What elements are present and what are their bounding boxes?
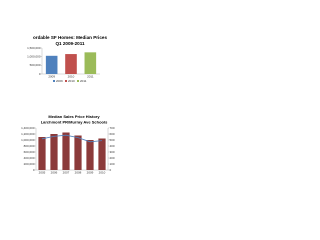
y-tick-label: 400,000: [24, 156, 35, 160]
bar: [50, 134, 58, 170]
y2-tick-label: 600: [110, 132, 115, 136]
y2-tick-label: 200: [110, 156, 115, 160]
y-tick-label: 200,000: [24, 162, 35, 166]
y-tick-label: 0: [39, 72, 41, 76]
legend-label: 2009: [56, 79, 63, 83]
y-tick-label: 800,000: [24, 144, 35, 148]
y2-tick-label: 400: [110, 144, 115, 148]
y2-tick-label: 700: [110, 126, 115, 130]
x-tick-label: 2006: [51, 170, 58, 174]
x-tick-label: 2010: [99, 170, 106, 174]
y2-tick-label: 300: [110, 150, 115, 154]
y-tick-label: 1,200,000: [21, 132, 35, 136]
y-tick-label: 600,000: [24, 150, 35, 154]
x-tick-label: 2008: [75, 170, 82, 174]
x-tick-label: 2011: [87, 74, 94, 78]
x-tick-label: 2010: [68, 74, 75, 78]
chart-title: ordable SF Homes: Median Prices: [33, 35, 107, 40]
line: [41, 134, 103, 143]
page: ordable SF Homes: Median Prices Q1 2009-…: [21, 35, 115, 175]
y2-tick-label: 0: [110, 168, 112, 172]
x-tick-label: 2009: [87, 170, 94, 174]
y-tick-label: 0: [33, 168, 35, 172]
y2-tick-label: 500: [110, 138, 115, 142]
bar: [65, 54, 77, 74]
x-tick-label: 2007: [63, 170, 70, 174]
chart-title: Median Sales Price History: [48, 114, 100, 119]
legend-swatch: [65, 80, 67, 82]
document: ordable SF Homes: Median Prices Q1 2009-…: [21, 35, 115, 174]
bar: [62, 132, 70, 170]
bar: [45, 55, 58, 74]
x-tick-label: 2009: [48, 74, 55, 78]
bar: [98, 138, 106, 170]
y-tick-label: 1,400,000: [21, 126, 35, 130]
bar: [74, 135, 82, 170]
bar: [38, 137, 46, 170]
y2-tick-label: 100: [110, 162, 115, 166]
x-tick-label: 2005: [39, 170, 46, 174]
legend-swatch: [53, 80, 55, 82]
bar: [84, 52, 97, 74]
y-tick-label: 1,500,000: [27, 46, 41, 50]
y-tick-label: 500,000: [30, 63, 41, 67]
chart-subtitle: Larchmont PR/Murray Ave Schools: [41, 120, 108, 125]
chart-subtitle: Q1 2009-2011: [55, 41, 85, 46]
legend-label: 2011: [80, 79, 87, 83]
y-tick-label: 1,000,000: [21, 138, 35, 142]
bar: [86, 140, 94, 170]
y-tick-label: 1,000,000: [27, 54, 41, 58]
legend-swatch: [77, 80, 79, 82]
legend-label: 2010: [68, 79, 75, 83]
